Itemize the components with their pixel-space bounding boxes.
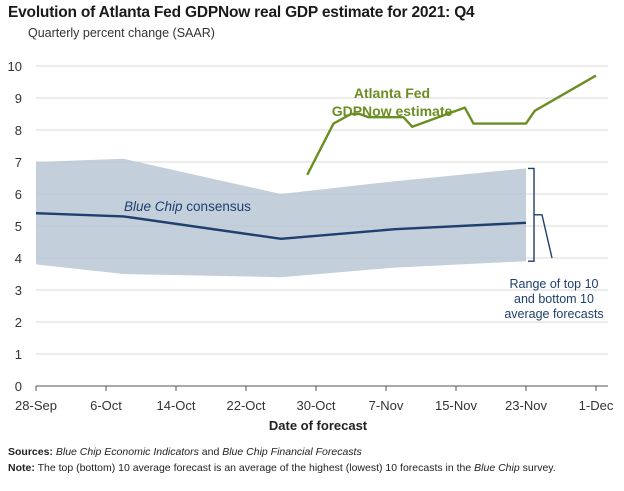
y-tick-label: 6 bbox=[15, 187, 22, 202]
range-label-line: average forecasts bbox=[504, 307, 603, 321]
sources-label: Sources: bbox=[8, 446, 53, 458]
y-tick-label: 1 bbox=[15, 347, 22, 362]
x-axis-title: Date of forecast bbox=[269, 418, 368, 433]
range-label-line: Range of top 10 bbox=[510, 277, 599, 291]
x-tick-label: 22-Oct bbox=[226, 398, 265, 413]
sources-note: Sources: Blue Chip Economic Indicators a… bbox=[8, 446, 362, 458]
x-tick-label: 30-Oct bbox=[296, 398, 335, 413]
sources-and: and bbox=[198, 446, 223, 458]
forecast-range-band bbox=[36, 158, 526, 278]
source-economic-indicators: Blue Chip Economic Indicators bbox=[55, 446, 199, 458]
y-tick-label: 5 bbox=[15, 219, 22, 234]
x-tick-label: 23-Nov bbox=[505, 398, 547, 413]
x-tick-label: 28-Sep bbox=[15, 398, 57, 413]
gdpnow-label-line-2: GDPNow estimate bbox=[332, 103, 453, 119]
range-label-line: and bottom 10 bbox=[514, 292, 594, 306]
blue-chip-consensus-label: Blue Chip consensus bbox=[124, 199, 251, 214]
y-tick-label: 2 bbox=[15, 315, 22, 330]
x-tick-label: 1-Dec bbox=[579, 398, 614, 413]
y-tick-label: 7 bbox=[15, 155, 22, 170]
chart-subtitle: Quarterly percent change (SAAR) bbox=[28, 26, 215, 40]
gdpnow-label-line-1: Atlanta Fed bbox=[354, 85, 430, 101]
y-tick-label: 4 bbox=[15, 251, 22, 266]
note-italic: Blue Chip bbox=[474, 462, 520, 474]
gdpnow-line bbox=[306, 74, 597, 176]
source-financial-forecasts: Blue Chip Financial Forecasts bbox=[222, 446, 362, 458]
blue-chip-consensus-line bbox=[35, 212, 527, 241]
range-leader-line bbox=[534, 214, 553, 259]
note-text-1: The top (bottom) 10 average forecast is … bbox=[34, 462, 475, 474]
note-label: Note: bbox=[8, 462, 35, 474]
chart-title: Evolution of Atlanta Fed GDPNow real GDP… bbox=[8, 4, 475, 21]
x-tick-label: 6-Oct bbox=[90, 398, 122, 413]
x-tick-label: 14-Oct bbox=[156, 398, 195, 413]
y-tick-label: 9 bbox=[15, 91, 22, 106]
x-tick-label: 7-Nov bbox=[369, 398, 404, 413]
y-tick-label: 10 bbox=[8, 59, 22, 74]
x-tick-label: 15-Nov bbox=[435, 398, 477, 413]
y-tick-label: 0 bbox=[15, 379, 22, 394]
note-text-2: survey. bbox=[519, 462, 556, 474]
y-tick-label: 3 bbox=[15, 283, 22, 298]
range-bracket bbox=[528, 167, 535, 262]
footnote: Note: The top (bottom) 10 average foreca… bbox=[8, 462, 556, 474]
y-tick-label: 8 bbox=[15, 123, 22, 138]
